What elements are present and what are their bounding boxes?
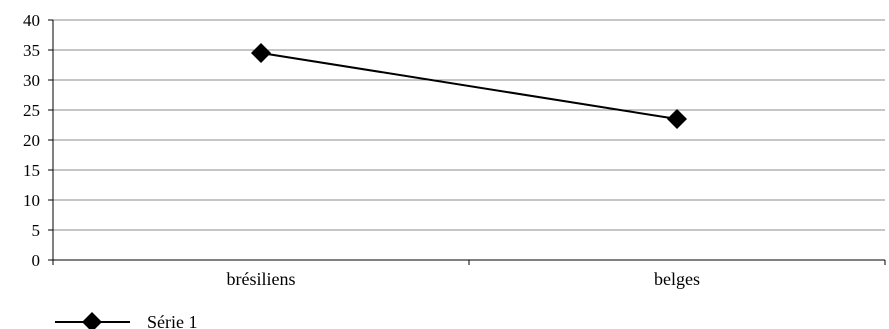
y-tick-label-0: 0	[32, 251, 41, 270]
data-point-0-0	[251, 43, 271, 63]
y-tick-label-30: 30	[23, 71, 40, 90]
y-tick-label-35: 35	[23, 41, 40, 60]
y-tick-label-15: 15	[23, 161, 40, 180]
gridlines	[53, 19, 885, 231]
axes	[48, 19, 886, 265]
y-tick-label-20: 20	[23, 131, 40, 150]
legend: Série 1	[55, 312, 197, 329]
y-axis-tick-labels: 0 5 10 15 20 25 30 35 40	[23, 11, 40, 270]
x-axis-tick-labels: brésiliens belges	[227, 269, 700, 289]
series-line-0	[260, 52, 678, 120]
y-tick-label-10: 10	[23, 191, 40, 210]
y-tick-label-25: 25	[23, 101, 40, 120]
series-group	[251, 43, 687, 129]
x-tick-label-1: belges	[654, 269, 700, 289]
x-tick-label-0: brésiliens	[227, 269, 296, 289]
legend-diamond-marker	[82, 312, 102, 329]
y-tick-label-5: 5	[32, 221, 41, 240]
y-tick-label-40: 40	[23, 11, 40, 30]
legend-series-label: Série 1	[147, 312, 197, 329]
data-point-0-1	[667, 109, 687, 129]
